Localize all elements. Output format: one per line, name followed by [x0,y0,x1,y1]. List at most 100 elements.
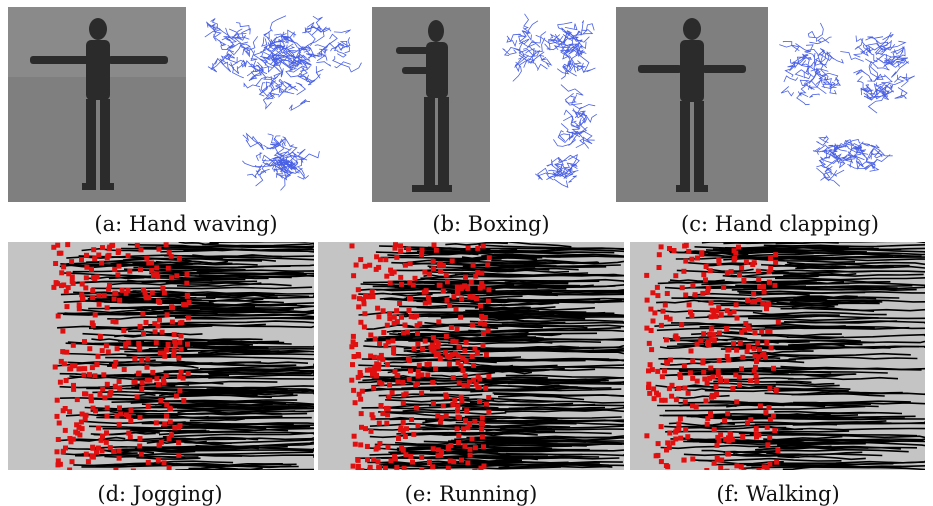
keypoint-marker [76,302,82,308]
flow-stroke [273,168,278,178]
flow-stroke [804,51,816,59]
trajectory-line [378,411,507,416]
flow-stroke [855,145,867,152]
keypoint-marker [477,320,483,326]
keypoint-marker [55,437,61,442]
keypoint-marker [101,293,107,299]
keypoint-marker [644,325,650,331]
keypoint-marker [385,444,391,450]
keypoint-marker [472,468,478,470]
keypoint-marker [734,347,740,353]
keypoint-marker [707,331,713,337]
keypoint-marker [673,436,679,442]
keypoint-marker [455,290,461,296]
keypoint-marker [755,354,761,360]
keypoint-marker [394,464,400,470]
keypoint-marker [107,392,113,398]
keypoint-marker [107,244,113,250]
keypoint-marker [99,260,105,266]
keypoint-marker [766,279,772,285]
keypoint-marker [61,361,67,367]
keypoint-marker [376,366,381,372]
keypoint-marker [96,293,102,298]
keypoint-marker [447,303,453,309]
keypoint-marker [370,294,376,300]
keypoint-marker [454,426,460,432]
keypoint-marker [171,352,177,358]
keypoint-marker [79,411,85,417]
keypoint-marker [84,264,90,270]
flow-stroke [554,158,567,166]
keypoint-marker [412,314,418,320]
keypoint-marker [656,252,662,258]
keypoint-marker [663,337,669,343]
trajectory-line [71,436,126,442]
trajectory-line [777,427,925,431]
flow-stroke [225,36,248,50]
trajectory-line [136,394,258,399]
flow-stroke [546,163,562,176]
keypoint-marker [356,353,362,359]
keypoint-marker [364,367,370,373]
keypoint-marker [435,447,441,453]
keypoint-marker [667,430,673,436]
trajectory-line [780,365,925,371]
keypoint-marker [761,464,767,470]
flow-stroke [561,27,576,40]
trajectory-line [159,422,314,427]
keypoint-marker [161,350,167,356]
keypoint-marker [485,298,491,304]
keypoint-marker [743,259,749,265]
flow-stroke [275,165,283,178]
flow-stroke [512,61,522,82]
trajectory-line [660,444,767,450]
flow-stroke [277,57,308,64]
keypoint-marker [662,302,668,308]
keypoint-marker [177,339,183,345]
keypoint-marker [136,341,142,346]
keypoint-marker [731,257,737,263]
keypoint-marker [435,453,441,459]
keypoint-marker [385,406,391,411]
keypoint-marker [351,354,357,359]
trajectory-line [146,404,314,408]
keypoint-marker [357,370,363,375]
flow-stroke [888,74,905,86]
keypoint-marker [186,299,192,305]
caption-boxing: (b: Boxing) [432,212,550,236]
keypoint-marker [754,378,760,384]
keypoint-marker [164,347,170,353]
keypoint-marker [443,272,449,278]
flow-stroke [574,110,585,119]
keypoint-marker [178,346,184,352]
trajectory-line [752,311,812,318]
keypoint-marker [466,379,472,385]
keypoint-marker [734,315,740,321]
keypoint-marker [125,253,131,259]
flow-stroke [894,75,909,88]
flow-stroke [305,53,320,58]
keypoint-marker [486,409,492,415]
flow-stroke [315,66,324,79]
keypoint-marker [143,320,149,325]
keypoint-marker [725,411,731,417]
keypoint-marker [351,294,357,300]
keypoint-marker [72,363,78,369]
keypoint-marker [438,419,444,425]
keypoint-marker [715,372,721,378]
keypoint-marker [677,372,683,378]
keypoint-marker [157,350,163,356]
keypoint-marker [419,247,425,253]
keypoint-marker [646,368,651,374]
keypoint-marker [391,314,397,320]
keypoint-marker [755,340,761,346]
keypoint-marker [739,265,745,271]
keypoint-marker [761,289,767,295]
flow-stroke [818,153,839,162]
keypoint-marker [733,372,739,378]
keypoint-marker [744,348,750,354]
flow-stroke [876,64,890,71]
keypoint-marker [430,446,436,452]
trajectory-line [763,435,843,441]
keypoint-marker [430,266,436,272]
